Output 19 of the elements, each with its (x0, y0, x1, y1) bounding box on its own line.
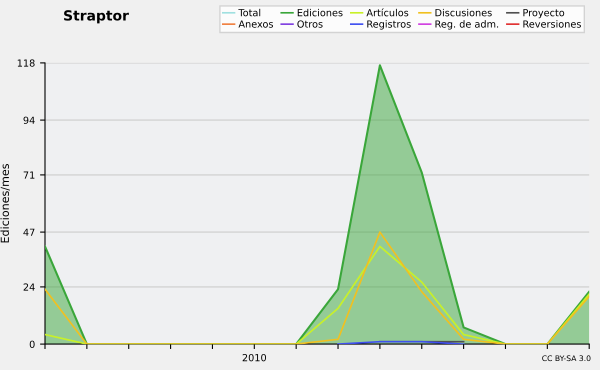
y-tick-label: 71 (24, 172, 34, 179)
legend-label: Discusiones (436, 8, 492, 16)
y-tick-label: 118 (18, 59, 35, 67)
legend-label: Total (238, 8, 260, 16)
chart-title: Straptor (64, 10, 129, 24)
y-axis-title: Ediciones/mes (0, 164, 10, 242)
legend-label: Reversiones (523, 20, 581, 28)
legend-label: Registros (367, 20, 411, 30)
y-tick-label: 94 (24, 116, 35, 124)
legend-label: Anexos (238, 20, 274, 28)
legend-label: Artículos (366, 8, 408, 16)
legend-label: Otros (297, 20, 323, 28)
y-tick-label: 47 (23, 228, 34, 236)
x-tick-label: 2010 (242, 354, 266, 362)
legend-label: Ediciones (298, 8, 343, 16)
legend-label: Reg. de adm. (436, 20, 498, 30)
legend-label: Proyecto (523, 9, 564, 18)
y-tick-label: 24 (24, 283, 35, 291)
y-tick-label: 0 (30, 340, 35, 348)
